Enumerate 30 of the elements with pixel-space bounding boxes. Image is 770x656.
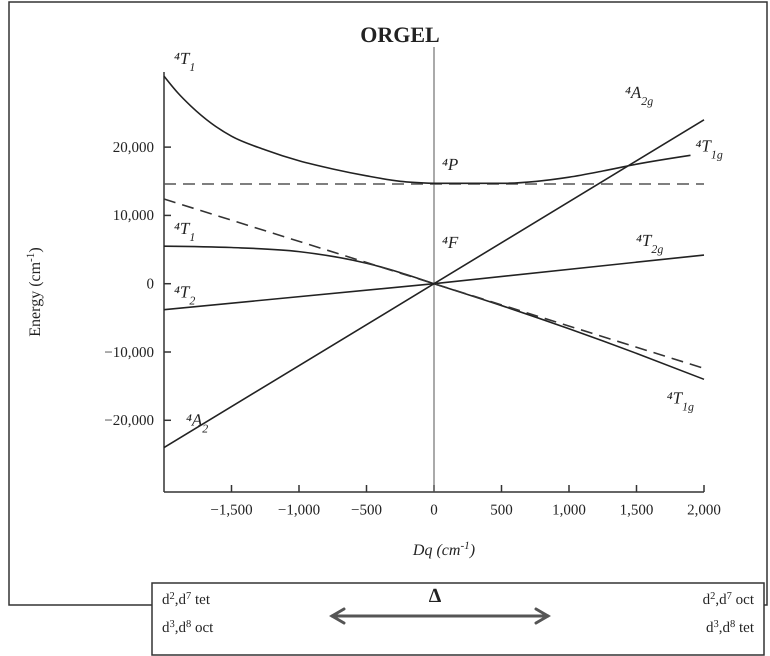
x-tick-label: 2,000 (687, 502, 721, 519)
text: d$^{2}$,d$^{7}$ oct (702, 590, 755, 608)
text: Δ (428, 585, 442, 607)
x-tick-label: 500 (490, 502, 513, 519)
annotation: ⁴F (442, 233, 459, 252)
annotation: ⁴A$_{2g}$ (625, 83, 654, 108)
y-tick-label: 20,000 (112, 140, 154, 156)
x-tick-label: −1,500 (210, 502, 253, 519)
y-tick-label: 0 (146, 276, 154, 293)
x-tick-label: −1,000 (278, 502, 320, 519)
text: d$^{3}$,d$^{8}$ oct (162, 618, 214, 636)
series-label: ⁴T$_{1g}$ (696, 136, 723, 162)
series-label: ⁴T$_{1}$ (174, 219, 196, 244)
x-tick-label: 1,000 (552, 502, 586, 519)
series-label: ⁴T$_{1g}$ (666, 388, 694, 414)
text: d$^{3}$,d$^{8}$ tet (706, 618, 755, 636)
series-label: ⁴T$_{1}$ (174, 49, 196, 74)
y-tick-label: −20,000 (104, 413, 154, 430)
x-tick-label: −500 (351, 502, 382, 519)
x-tick-label: 0 (430, 502, 438, 519)
series-label: ⁴T$_{2}$ (174, 282, 196, 308)
x-tick-label: 1,500 (620, 502, 654, 519)
text: d$^{2}$,d$^{7}$ tet (162, 590, 211, 608)
series-label: ⁴A$_{2}$ (186, 410, 208, 436)
annotation: ⁴T$_{2g}$ (636, 231, 664, 256)
annotation: ⁴P (442, 155, 458, 174)
x-axis-title: Dq (cm$^{-1}$) (412, 540, 476, 559)
chart-title: ORGEL (360, 22, 440, 47)
y-tick-label: −10,000 (104, 344, 154, 361)
y-tick-label: 10,000 (112, 208, 154, 224)
